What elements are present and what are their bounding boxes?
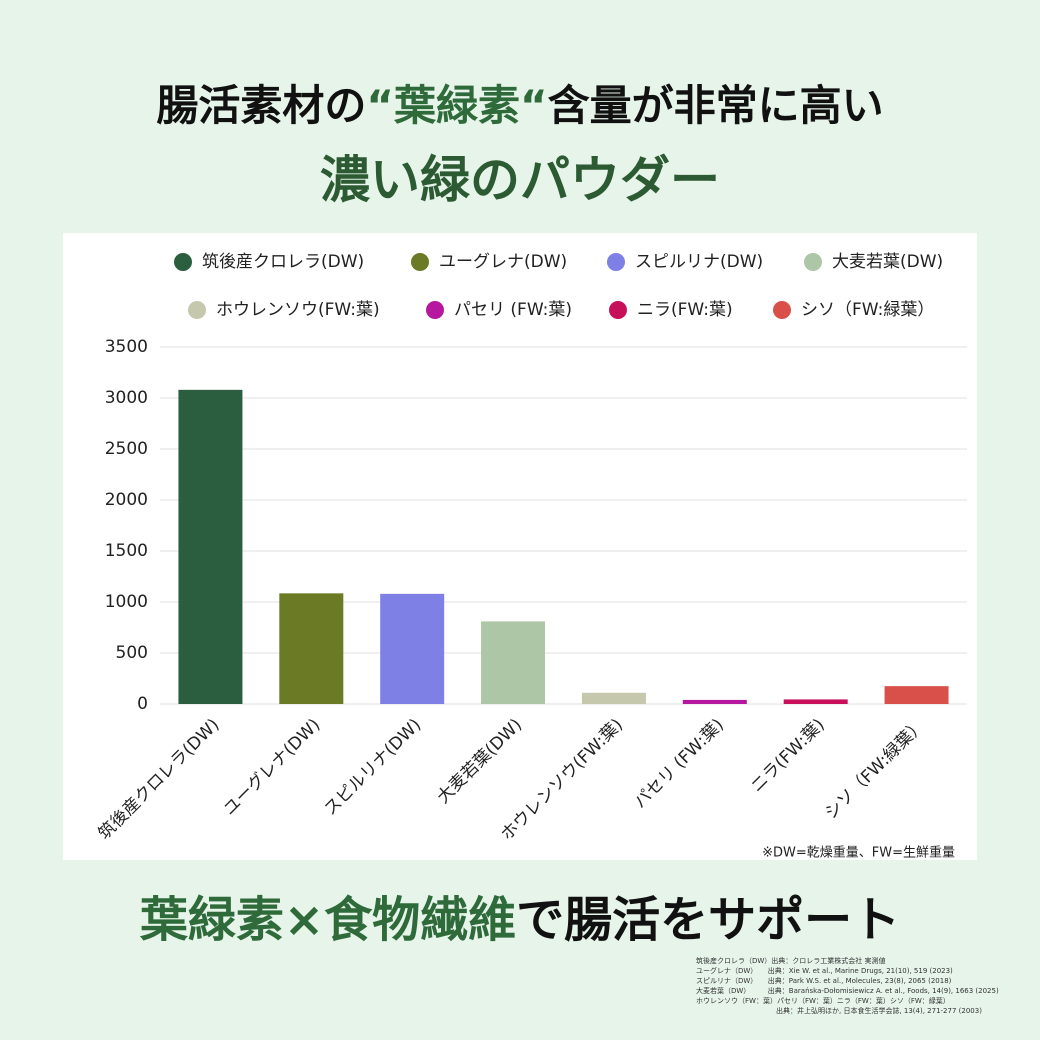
source-line: 大麦若葉（DW） 出典：Barańska-Dołomisiewicz A. et… xyxy=(696,987,999,995)
legend-label: ユーグレナ(DW) xyxy=(439,252,567,272)
source-line: 出典：井上弘明ほか, 日本食生活学会誌, 13(4), 271-277 (200… xyxy=(776,1007,982,1015)
legend-marker xyxy=(607,253,625,271)
legend-marker xyxy=(426,301,444,319)
source-line: ユーグレナ（DW） 出典：Xie W. et al., Marine Drugs… xyxy=(696,967,953,975)
bar xyxy=(783,699,848,704)
source-line: ホウレンソウ（FW：葉）パセリ（FW：葉）ニラ（FW：葉）シソ（FW：緑葉） xyxy=(696,997,950,1005)
y-tick-label: 2000 xyxy=(105,490,148,510)
legend-marker xyxy=(174,253,192,271)
tagline: 葉緑素×食物繊維で腸活をサポート xyxy=(0,880,1040,950)
bar xyxy=(581,692,646,704)
legend-marker xyxy=(411,253,429,271)
source-line: スピルリナ（DW） 出典：Park W.S. et al., Molecules… xyxy=(696,977,952,985)
tagline-highlight: 葉緑素×食物繊維 xyxy=(139,892,517,948)
y-tick-label: 3500 xyxy=(105,337,148,357)
y-tick-label: 3000 xyxy=(105,388,148,408)
sources: 筑後産クロレラ（DW）出典：クロレラ工業株式会社 実測値ユーグレナ（DW） 出典… xyxy=(696,956,999,1016)
legend-marker xyxy=(188,301,206,319)
legend-label: 大麦若葉(DW) xyxy=(832,252,943,272)
y-tick-label: 2500 xyxy=(105,439,148,459)
legend-marker xyxy=(609,301,627,319)
bar xyxy=(279,593,344,704)
tagline-rest: で腸活をサポート xyxy=(516,892,901,948)
bar xyxy=(682,699,747,704)
y-tick-label: 1000 xyxy=(105,592,148,612)
legend-label: ホウレンソウ(FW:葉) xyxy=(216,300,380,320)
y-tick-label: 0 xyxy=(137,694,148,714)
legend-label: ニラ(FW:葉) xyxy=(637,300,733,320)
note: ※DW=乾燥重量、FW=生鮮重量 xyxy=(762,845,955,861)
bar xyxy=(178,389,243,704)
legend-label: スピルリナ(DW) xyxy=(635,252,763,272)
legend-label: 筑後産クロレラ(DW) xyxy=(202,252,364,272)
bar xyxy=(481,621,546,704)
subtitle: 濃い緑のパウダー xyxy=(320,151,720,209)
bar xyxy=(884,686,949,704)
title-highlight: “葉緑素“ xyxy=(366,81,548,130)
title: 腸活素材の“葉緑素“含量が非常に高い xyxy=(0,72,1040,133)
y-tick-label: 1500 xyxy=(105,541,148,561)
title-part: 含量が非常に高い xyxy=(547,81,884,130)
title-part: 腸活素材の xyxy=(156,81,367,130)
source-line: 筑後産クロレラ（DW）出典：クロレラ工業株式会社 実測値 xyxy=(696,957,886,965)
y-tick-label: 500 xyxy=(116,643,148,663)
legend-marker xyxy=(804,253,822,271)
legend-label: シソ（FW:緑葉） xyxy=(801,300,934,320)
legend-label: パセリ (FW:葉) xyxy=(454,300,572,320)
bar xyxy=(380,593,445,704)
legend-marker xyxy=(773,301,791,319)
